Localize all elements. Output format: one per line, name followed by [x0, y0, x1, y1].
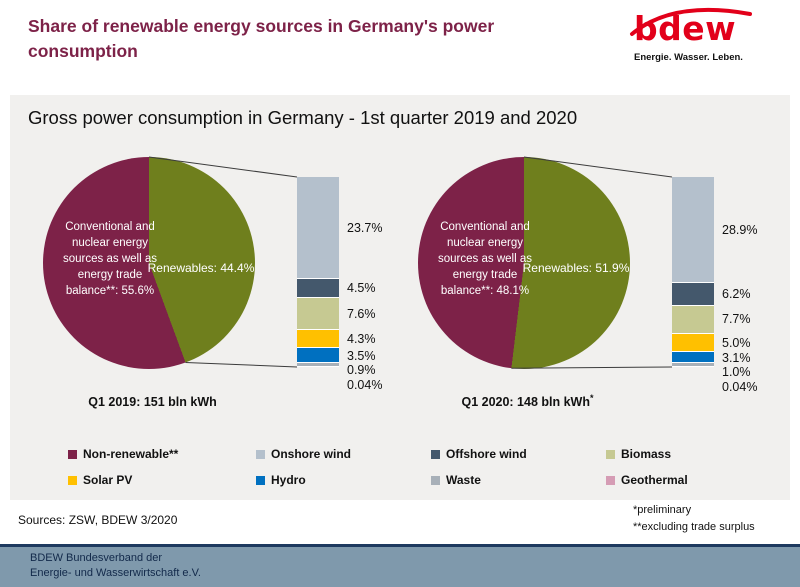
chart-title: Gross power consumption in Germany - 1st… [28, 107, 578, 128]
legend-label: Non-renewable** [83, 447, 179, 461]
legend-swatch [256, 475, 265, 485]
legend-label: Solar PV [83, 473, 133, 487]
bar-segment-geothermal [297, 365, 339, 367]
bar-segment-onshore-wind [672, 177, 714, 283]
bar-segment-biomass [672, 304, 714, 333]
bar-segment-onshore-wind [297, 177, 339, 278]
bar-value-label-hydro: 3.5% [347, 348, 376, 363]
legend-swatch [431, 475, 440, 485]
legend-swatch [431, 449, 440, 459]
page-title: Share of renewable energy sources in Ger… [28, 16, 495, 62]
legend-item-non-renewable: Non-renewable** [68, 447, 256, 461]
bar-value-label-biomass: 7.6% [347, 306, 376, 321]
legend-item-onshore-wind: Onshore wind [256, 447, 431, 461]
bar-value-label-biomass: 7.7% [722, 312, 751, 327]
legend-label: Biomass [621, 447, 672, 461]
bar-segment-offshore-wind [672, 282, 714, 305]
bar-value-label-offshore-wind: 6.2% [722, 287, 751, 302]
pie-slice-label-nonrenewable: Conventional and nuclear energy sources … [63, 221, 157, 298]
footnote-trade-surplus: **excluding trade surplus [633, 520, 755, 533]
bar-segment-hydro [672, 351, 714, 363]
legend-label: Hydro [271, 473, 306, 487]
bar-value-label-onshore-wind: 23.7% [347, 220, 383, 235]
bar-segment-geothermal [672, 366, 714, 367]
pie-slice-label-renewables: Renewables: 44.4% [147, 261, 255, 275]
legend-label: Offshore wind [446, 447, 527, 461]
footnotes: *preliminary **excluding trade surplus [633, 502, 755, 535]
footer-org-name: BDEW Bundesverband der Energie- und Wass… [0, 547, 800, 581]
legend-item-geothermal: Geothermal [606, 473, 756, 487]
pie-chart-2020: Conventional and nuclear energy sources … [418, 157, 630, 369]
bar-value-labels-2019: 23.7% 4.5% 7.6% 4.3% 3.5% 0.9% 0.04% [347, 177, 403, 392]
legend-item-offshore-wind: Offshore wind [431, 447, 606, 461]
legend-swatch [68, 475, 77, 485]
sources-text: Sources: ZSW, BDEW 3/2020 [18, 513, 178, 527]
legend-swatch [606, 449, 615, 459]
bar-segment-biomass [297, 296, 339, 330]
pie-slice-label-nonrenewable: Conventional and nuclear energy sources … [438, 221, 532, 298]
bar-value-label-waste: 1.0% [722, 365, 751, 380]
bar-value-label-onshore-wind: 28.9% [722, 222, 758, 237]
bar-value-label-geothermal: 0.04% [347, 377, 383, 392]
bar-segment-solar-pv [297, 329, 339, 348]
footer-org-line1: BDEW Bundesverband der [30, 552, 163, 564]
caption-text: Q1 2020: 148 bln kWh [461, 395, 590, 410]
bar-segment-hydro [297, 347, 339, 363]
bar-segment-waste [672, 362, 714, 366]
bar-segment-solar-pv [672, 332, 714, 352]
caption-text: Q1 2019: 151 bln kWh [88, 395, 217, 410]
legend-item-waste: Waste [431, 473, 606, 487]
chart-panel: Gross power consumption in Germany - 1st… [10, 95, 790, 500]
legend-swatch [68, 449, 77, 459]
legend-item-hydro: Hydro [256, 473, 431, 487]
caption-note: * [590, 393, 594, 403]
legend: Non-renewable** Onshore wind Offshore wi… [68, 447, 756, 487]
legend-label: Waste [446, 473, 481, 487]
legend-label: Geothermal [621, 473, 688, 487]
legend-item-solar-pv: Solar PV [68, 473, 256, 487]
bdew-logo-tagline: Energie. Wasser. Leben. [634, 52, 743, 63]
bar-value-label-solar-pv: 4.3% [347, 331, 376, 346]
bdew-swoosh-icon [630, 8, 752, 36]
pie-chart-2019: Conventional and nuclear energy sources … [43, 157, 255, 369]
legend-item-biomass: Biomass [606, 447, 756, 461]
pie-slice-label-renewables: Renewables: 51.9% [522, 261, 630, 275]
bar-value-label-geothermal: 0.04% [722, 379, 758, 394]
legend-swatch [606, 475, 615, 485]
legend-swatch [256, 449, 265, 459]
bar-value-labels-2020: 28.9% 6.2% 7.7% 5.0% 3.1% 1.0% 0.04% [722, 177, 778, 394]
renewables-stacked-bar-2020 [672, 177, 714, 367]
chart-q1-2019: Conventional and nuclear energy sources … [35, 147, 405, 419]
chart-caption-2019: Q1 2019: 151 bln kWh [35, 393, 270, 409]
bar-segment-offshore-wind [297, 277, 339, 297]
chart-q1-2020: Conventional and nuclear energy sources … [410, 147, 780, 419]
bar-value-label-solar-pv: 5.0% [722, 335, 751, 350]
footer-org-line2: Energie- und Wasserwirtschaft e.V. [30, 566, 201, 579]
footnote-preliminary: *preliminary [633, 504, 692, 516]
bar-value-label-waste: 0.9% [347, 363, 376, 378]
legend-label: Onshore wind [271, 447, 352, 461]
bar-value-label-hydro: 3.1% [722, 350, 751, 365]
bdew-logo: bdew Energie. Wasser. Leben. [630, 8, 774, 63]
bar-segment-waste [297, 362, 339, 366]
footer-band: BDEW Bundesverband der Energie- und Wass… [0, 544, 800, 587]
renewables-stacked-bar-2019 [297, 177, 339, 367]
chart-caption-2020: Q1 2020: 148 bln kWh* [410, 393, 645, 409]
bar-value-label-offshore-wind: 4.5% [347, 280, 376, 295]
bdew-logo-text: bdew [634, 9, 737, 48]
